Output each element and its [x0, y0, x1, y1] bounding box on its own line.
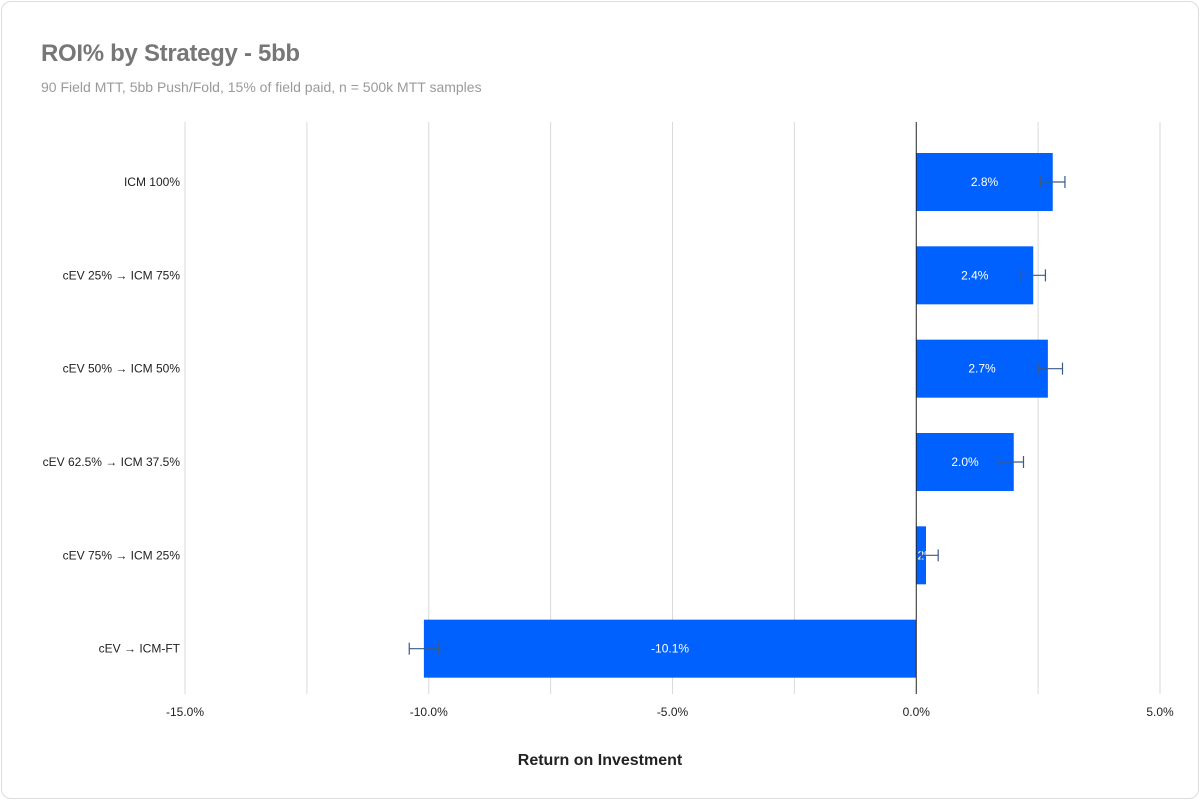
value-label: 2.7% [968, 362, 996, 376]
chart-title: ROI% by Strategy - 5bb [41, 40, 300, 67]
category-label: cEV 25% → ICM 75% [63, 268, 181, 282]
value-label: -10.1% [651, 642, 689, 656]
x-tick-label: -10.0% [410, 705, 448, 719]
bar [423, 619, 917, 678]
category-label: cEV 75% → ICM 25% [63, 548, 181, 562]
value-label: 2.4% [961, 268, 989, 282]
bar [916, 246, 1034, 305]
x-tick-label: -5.0% [657, 705, 689, 719]
value-label: 2.8% [971, 175, 999, 189]
category-label: ICM 100% [124, 175, 180, 189]
category-label: cEV 62.5% → ICM 37.5% [43, 455, 181, 469]
bar [916, 433, 1014, 491]
x-tick-label: -15.0% [166, 705, 204, 719]
chart-subtitle: 90 Field MTT, 5bb Push/Fold, 15% of fiel… [41, 79, 482, 95]
bar [916, 153, 1053, 211]
bar [916, 339, 1048, 398]
category-label: cEV 50% → ICM 50% [63, 362, 181, 376]
category-label: cEV → ICM-FT [99, 642, 181, 656]
x-axis-label: Return on Investment [517, 752, 683, 769]
x-tick-label: 0.0% [903, 705, 931, 719]
x-tick-label: 5.0% [1146, 705, 1174, 719]
value-label: 2.0% [951, 455, 979, 469]
